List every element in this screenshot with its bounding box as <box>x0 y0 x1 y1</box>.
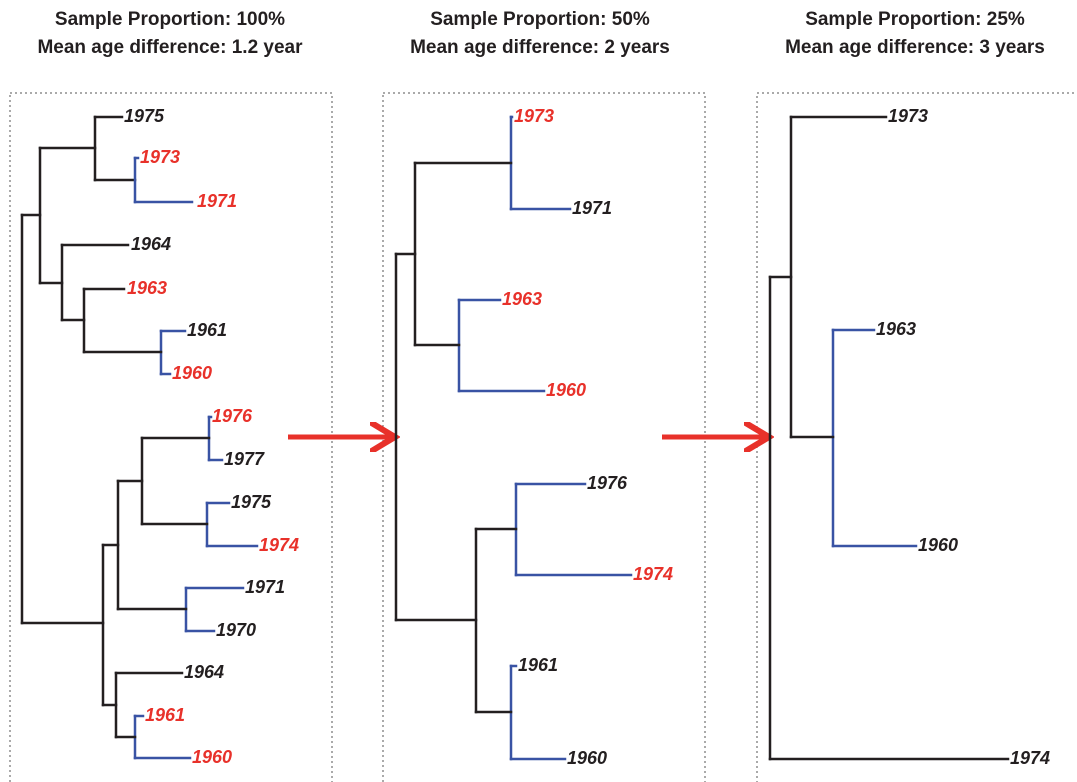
leaf-label: 1960 <box>192 747 232 767</box>
panel-subtitle: Mean age difference: 3 years <box>785 37 1045 58</box>
leaf-label: 1963 <box>502 289 542 309</box>
leaf-label: 1964 <box>131 234 171 254</box>
leaf-label: 1971 <box>572 198 612 218</box>
panel-subtitle: Mean age difference: 1.2 year <box>37 37 303 58</box>
leaf-label: 1973 <box>140 147 180 167</box>
leaf-label: 1960 <box>567 748 607 768</box>
panel-frame <box>9 92 333 782</box>
leaf-label: 1973 <box>888 106 928 126</box>
panel-title: Sample Proportion: 25% <box>805 9 1025 30</box>
leaf-label: 1975 <box>124 106 165 126</box>
leaf-label: 1974 <box>1010 748 1050 768</box>
panel-title: Sample Proportion: 100% <box>55 9 285 30</box>
leaf-label: 1961 <box>187 320 227 340</box>
panel-subtitle: Mean age difference: 2 years <box>410 37 670 58</box>
leaf-label: 1960 <box>918 535 958 555</box>
leaf-label: 1964 <box>184 662 224 682</box>
leaf-label: 1976 <box>587 473 628 493</box>
leaf-label: 1960 <box>172 363 212 383</box>
leaf-label: 1977 <box>224 449 265 469</box>
panel-frame <box>382 92 706 782</box>
leaf-label: 1961 <box>145 705 185 725</box>
leaf-label: 1976 <box>212 406 253 426</box>
leaf-label: 1961 <box>518 655 558 675</box>
leaf-label: 1975 <box>231 492 272 512</box>
leaf-label: 1973 <box>514 106 554 126</box>
leaf-label: 1963 <box>127 278 167 298</box>
leaf-label: 1974 <box>633 564 673 584</box>
leaf-label: 1970 <box>216 620 256 640</box>
leaf-label: 1971 <box>197 191 237 211</box>
leaf-label: 1960 <box>546 380 586 400</box>
leaf-label: 1971 <box>245 577 285 597</box>
panel-title: Sample Proportion: 50% <box>430 9 650 30</box>
leaf-label: 1974 <box>259 535 299 555</box>
leaf-label: 1963 <box>876 319 916 339</box>
